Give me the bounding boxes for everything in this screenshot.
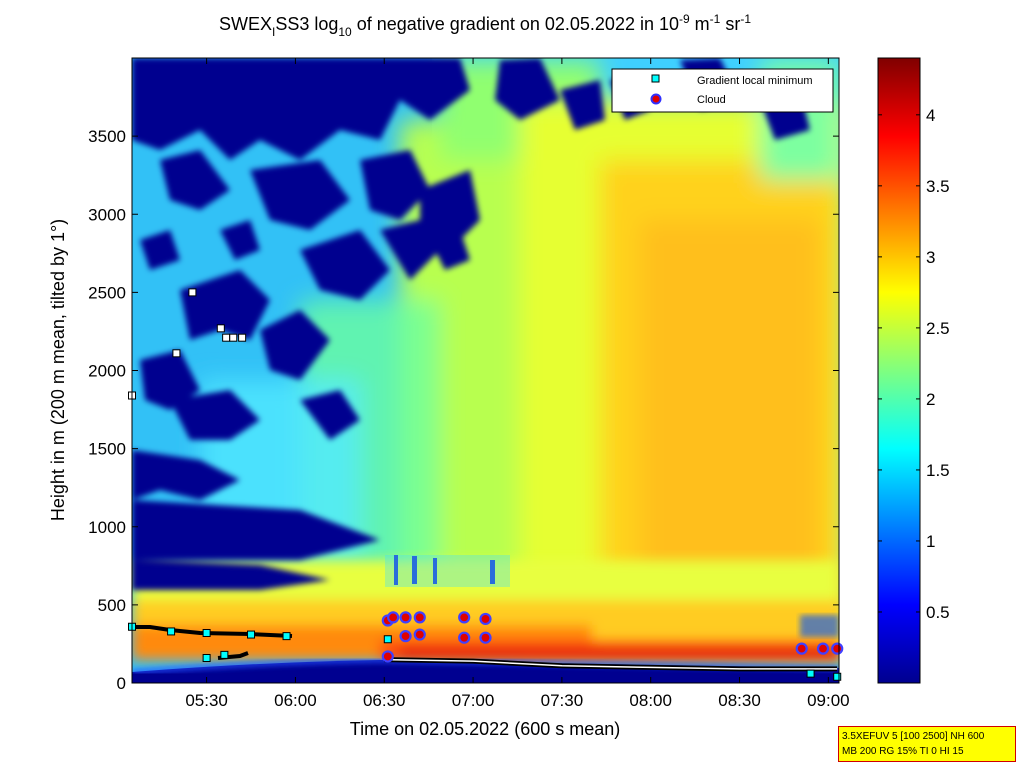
- y-tick-label: 2500: [88, 283, 126, 302]
- legend-label-cloud: Cloud: [697, 94, 726, 106]
- gradient-min-marker: [806, 669, 815, 678]
- cloud-marker: [381, 650, 394, 663]
- gradient-min-marker: [247, 630, 256, 639]
- cloud-marker: [399, 630, 412, 643]
- cloud-marker: [399, 611, 412, 624]
- gradient-min-marker: [222, 333, 231, 342]
- x-tick-label: 07:30: [541, 691, 584, 710]
- gradient-min-marker: [282, 632, 291, 641]
- cloud-marker: [413, 628, 426, 641]
- y-tick-label: 1000: [88, 518, 126, 537]
- colorbar-tick-label: 4: [926, 106, 935, 125]
- gradient-min-marker: [220, 650, 229, 659]
- gradient-min-marker: [229, 333, 238, 342]
- gradient-min-marker: [167, 627, 176, 636]
- colorbar-tick-label: 2.5: [926, 319, 950, 338]
- colorbar: [877, 57, 921, 684]
- gradient-min-marker: [172, 349, 181, 358]
- info-box: 3.5XEFUV 5 [100 2500] NH 600 MB 200 RG 1…: [838, 726, 1016, 762]
- cloud-marker: [816, 642, 830, 655]
- colorbar-tick-label: 3: [926, 248, 935, 267]
- y-tick-label: 2000: [88, 362, 126, 381]
- x-tick-label: 09:00: [807, 691, 850, 710]
- x-tick-label: 06:30: [363, 691, 406, 710]
- y-tick-label: 0: [117, 674, 126, 693]
- y-axis-label: Height in m (200 m mean, tilted by 1°): [48, 219, 68, 521]
- cloud-marker: [458, 631, 471, 644]
- x-tick-label: 05:30: [185, 691, 228, 710]
- gradient-min-marker: [383, 635, 392, 644]
- gradient-min-marker: [202, 629, 211, 637]
- y-tick-label: 3500: [88, 127, 126, 146]
- legend-label-gradient-min: Gradient local minimum: [697, 75, 813, 87]
- cloud-marker: [413, 611, 426, 624]
- legend-square-marker: [651, 74, 660, 83]
- y-tick-label: 1500: [88, 440, 126, 459]
- x-tick-label: 07:00: [452, 691, 495, 710]
- info-box-line2: MB 200 RG 15% TI 0 HI 15: [842, 746, 964, 757]
- gradient-min-marker: [202, 654, 211, 662]
- cloud-marker: [479, 612, 492, 626]
- x-tick-label: 08:00: [629, 691, 672, 710]
- y-tick-label: 500: [98, 596, 126, 615]
- x-tick-label: 08:30: [718, 691, 761, 710]
- gradient-min-marker: [216, 324, 225, 333]
- x-tick-label: 06:00: [274, 691, 317, 710]
- legend-circle-marker: [650, 93, 662, 105]
- y-tick-label: 3000: [88, 205, 126, 224]
- gradient-min-marker: [188, 288, 197, 297]
- colorbar-tick-label: 3.5: [926, 177, 950, 196]
- cloud-marker: [387, 611, 400, 624]
- cloud-marker: [458, 611, 471, 624]
- x-axis-label: Time on 02.05.2022 (600 s mean): [350, 719, 621, 739]
- gradient-min-marker: [238, 333, 247, 342]
- chart-title: SWEXISS3 log10 of negative gradient on 0…: [219, 12, 751, 39]
- heatmap: [132, 58, 839, 683]
- colorbar-tick-label: 0.5: [926, 603, 950, 622]
- cloud-marker: [831, 642, 844, 655]
- colorbar-tick-label: 1: [926, 532, 935, 551]
- colorbar-tick-label: 1.5: [926, 461, 950, 480]
- gradient-min-marker: [833, 672, 842, 681]
- colorbar-tick-label: 2: [926, 390, 935, 409]
- cloud-marker: [479, 631, 492, 644]
- legend: Gradient local minimum Cloud: [611, 68, 834, 113]
- cloud-marker: [795, 642, 808, 655]
- info-box-line1: 3.5XEFUV 5 [100 2500] NH 600: [842, 731, 985, 742]
